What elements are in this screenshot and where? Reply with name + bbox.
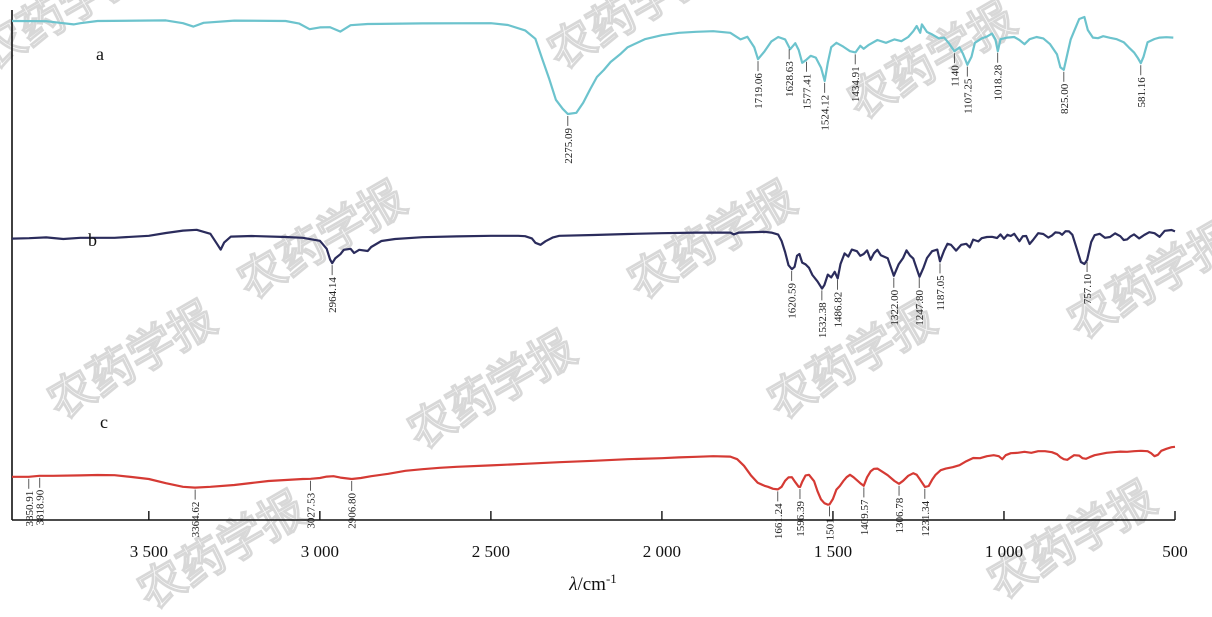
- series-line-c: [12, 445, 1176, 506]
- axes: [11, 10, 1175, 521]
- x-tick-label: 1 000: [985, 542, 1023, 561]
- peak-label: 1577.41: [801, 74, 813, 110]
- peak-label: 1719.06: [753, 73, 765, 109]
- x-tick-label: 2 500: [472, 542, 510, 561]
- peak-label: 2275.09: [563, 127, 575, 163]
- series-group: [11, 15, 1176, 506]
- x-axis-label-symbol: λ: [568, 574, 577, 595]
- peak-label: 1486.82: [832, 292, 844, 328]
- peak-label: 1501: [825, 518, 837, 540]
- peak-label: 1620.59: [787, 282, 799, 318]
- x-tick-label: 2 000: [643, 542, 681, 561]
- peak-label: 1247.80: [914, 289, 926, 325]
- series-names: a b c: [88, 44, 108, 432]
- peak-label: 1322.00: [889, 289, 901, 325]
- peak-label: 1018.28: [993, 64, 1005, 100]
- series-name-a: a: [96, 44, 104, 64]
- peak-label: 1231.34: [920, 500, 932, 536]
- x-tick-label: 3 000: [301, 542, 339, 561]
- series-name-c: c: [100, 412, 108, 432]
- peak-label: 3818.90: [35, 489, 47, 525]
- peak-label: 1409.57: [859, 499, 871, 535]
- x-tick-label: 1 500: [814, 542, 852, 561]
- peak-label: 1107.25: [962, 78, 974, 114]
- peak-label: 2964.14: [327, 277, 339, 313]
- peak-label: 3027.53: [305, 492, 317, 528]
- peak-label: 825.00: [1059, 83, 1071, 114]
- peak-label: 757.10: [1082, 274, 1094, 305]
- peak-label: 3364.62: [190, 502, 202, 538]
- x-axis-label: λ/cm-1: [568, 571, 617, 595]
- peak-label: 1628.63: [784, 61, 796, 97]
- peak-label: 1434.91: [850, 66, 862, 102]
- peak-label: 1661.24: [773, 503, 785, 539]
- series-name-b: b: [88, 230, 97, 250]
- x-ticks: 3 500 3 000 2 500 2 000 1 500 1 000 500: [130, 511, 1188, 561]
- peak-label: 1524.12: [820, 95, 832, 131]
- series-line-a: [11, 15, 1174, 116]
- x-axis-label-exponent: -1: [606, 571, 617, 586]
- peak-label: 3850.91: [24, 491, 36, 527]
- x-axis-label-unit: /cm: [577, 574, 606, 595]
- peak-label: 1187.05: [935, 275, 947, 311]
- peak-label: 1306.78: [894, 497, 906, 533]
- x-tick-label: 500: [1162, 542, 1188, 561]
- x-tick-label: 3 500: [130, 542, 168, 561]
- peak-label: 1596.39: [795, 500, 807, 536]
- series-line-b: [11, 228, 1176, 290]
- peak-label: 2906.80: [347, 492, 359, 528]
- peak-label: 1140: [949, 65, 961, 87]
- peak-label: 1532.38: [817, 302, 829, 338]
- peak-labels: 1719.06 1577.41 1434.91 1107.25 1018.28 1628.…: [24, 49, 1148, 540]
- peak-label: 581.16: [1136, 77, 1148, 108]
